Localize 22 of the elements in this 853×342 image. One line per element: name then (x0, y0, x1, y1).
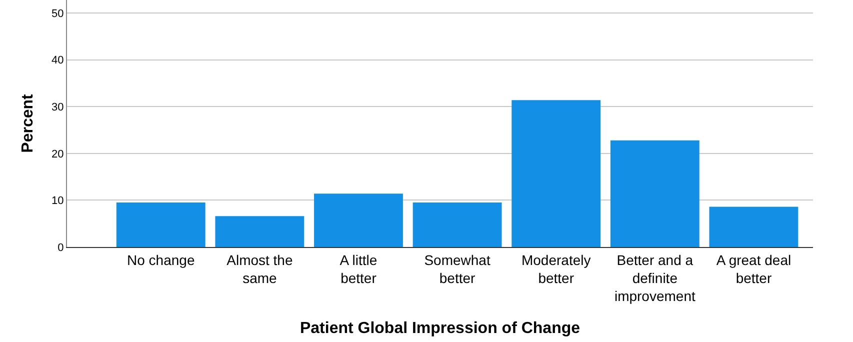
bar (412, 202, 502, 247)
bar (215, 216, 304, 247)
x-tick-label: A great deal better (716, 252, 792, 286)
x-tick-label: A little better (340, 252, 378, 286)
bar (709, 206, 798, 247)
y-tick-label: 10 (52, 195, 64, 208)
bar (512, 100, 601, 247)
x-tick-label: Almost the same (226, 252, 293, 286)
y-tick-label: 50 (52, 8, 64, 20)
y-tick-label: 0 (58, 242, 64, 254)
y-tick-label: 20 (52, 148, 64, 160)
x-axis-title: Patient Global Impression of Change (300, 320, 580, 337)
y-axis-title: Percent (19, 93, 36, 153)
bar (314, 194, 403, 247)
y-tick-label: 40 (52, 54, 64, 67)
bar (610, 140, 700, 247)
bar (116, 202, 206, 247)
x-tick-label: Moderately better (521, 252, 591, 286)
x-tick-label: Somewhat better (424, 252, 490, 286)
x-tick-label: Better and a definite improvement (614, 252, 696, 304)
x-tick-label: No change (127, 252, 195, 268)
y-tick-label: 30 (52, 102, 64, 114)
